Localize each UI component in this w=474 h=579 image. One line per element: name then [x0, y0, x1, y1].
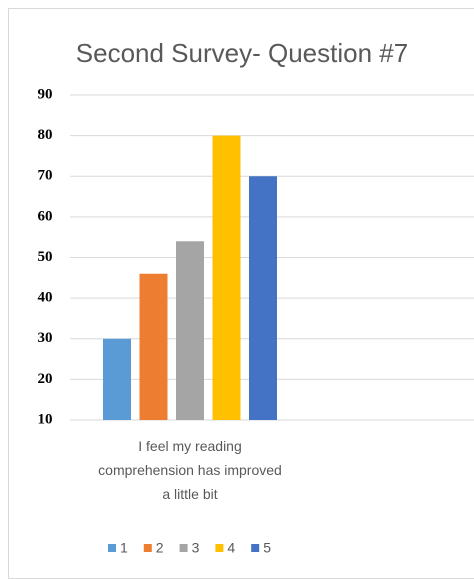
bar — [176, 241, 204, 420]
legend-swatch — [143, 544, 152, 552]
y-tick-label: 30 — [38, 330, 53, 346]
legend-swatch — [215, 544, 224, 552]
y-tick-label: 90 — [38, 86, 53, 102]
bar — [103, 338, 131, 420]
legend-label: 2 — [156, 540, 164, 556]
bar — [212, 135, 241, 420]
chart-border — [8, 8, 474, 579]
legend-label: 1 — [120, 540, 128, 556]
legend-label: 4 — [227, 540, 235, 556]
y-tick-label: 50 — [38, 249, 53, 265]
x-tick-label: I feel my reading comprehension has impr… — [98, 438, 282, 502]
legend-label: 5 — [263, 540, 271, 556]
y-tick-label: 80 — [38, 127, 53, 143]
chart-title: Second Survey- Question #7 — [76, 38, 408, 68]
y-tick-label: 60 — [38, 208, 53, 224]
legend-swatch — [108, 544, 116, 552]
legend-swatch — [179, 544, 188, 552]
y-tick-label: 10 — [38, 411, 53, 427]
legend-swatch — [251, 544, 260, 552]
y-tick-label: 20 — [38, 371, 53, 387]
legend-label: 3 — [192, 540, 200, 556]
y-tick-label: 40 — [38, 290, 53, 306]
y-tick-label: 70 — [38, 168, 53, 184]
bar — [139, 273, 168, 420]
bar — [249, 176, 277, 420]
